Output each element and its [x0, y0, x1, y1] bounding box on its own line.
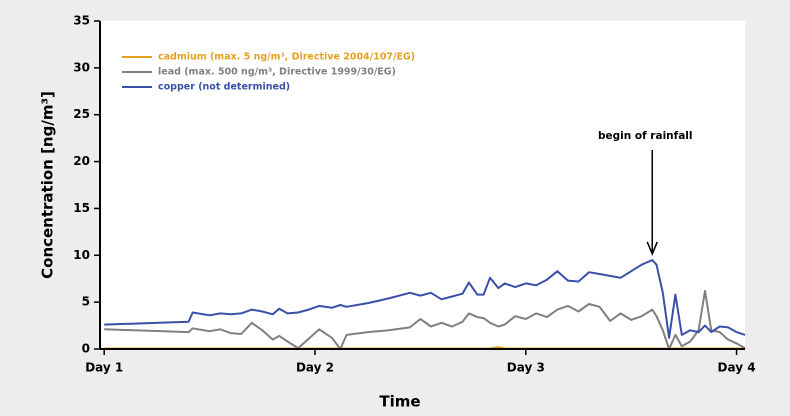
- y-tick-label: 5: [82, 295, 90, 309]
- x-tick-label: Day 1: [85, 361, 123, 375]
- y-tick-label: 25: [73, 107, 90, 121]
- y-tick-label: 0: [82, 342, 90, 356]
- x-tick-label: Day 2: [296, 361, 334, 375]
- x-tick-label: Day 3: [507, 361, 545, 375]
- legend-label: cadmium (max. 5 ng/m³, Directive 2004/10…: [158, 52, 415, 63]
- data-line: [104, 259, 746, 339]
- x-axis-title: Time: [379, 393, 420, 411]
- legend-label: copper (not determined): [158, 82, 290, 93]
- y-tick-label: 10: [73, 248, 90, 262]
- annotation-arrowhead: [646, 241, 658, 256]
- x-tick-label: Day 4: [718, 361, 756, 375]
- y-tick-label: 20: [73, 154, 90, 168]
- y-tick-label: 30: [73, 60, 90, 74]
- data-line: [104, 289, 746, 350]
- y-tick-label: 35: [73, 14, 90, 28]
- y-tick-label: 15: [73, 201, 90, 215]
- annotation-text: begin of rainfall: [598, 130, 693, 142]
- y-axis-title: Concentration [ng/m³]: [39, 91, 57, 279]
- legend-label: lead (max. 500 ng/m³, Directive 1999/30/…: [158, 67, 396, 78]
